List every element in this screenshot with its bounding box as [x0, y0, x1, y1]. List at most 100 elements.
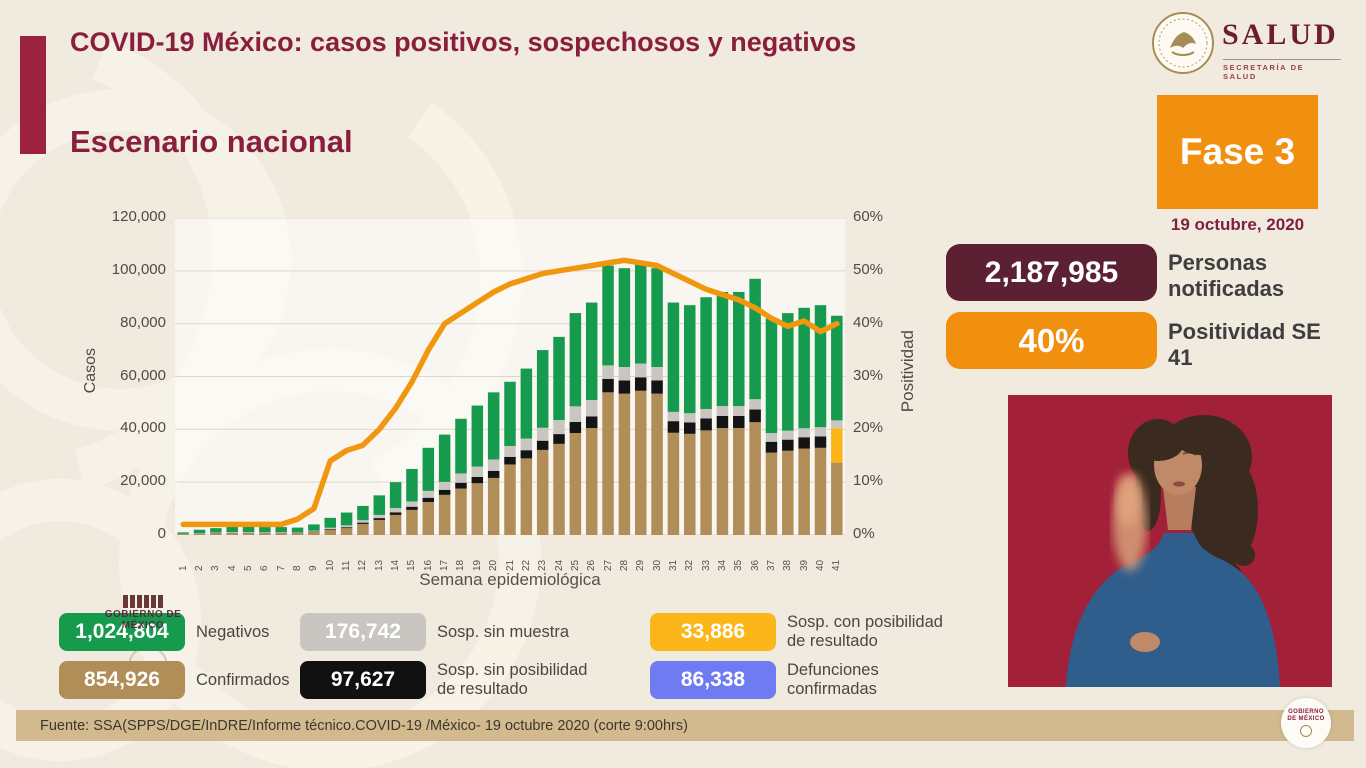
legend-sosp-sin-muestra-value: 176,742 — [300, 613, 426, 651]
bar-segment-week-10 — [324, 527, 336, 530]
bar-segment-week-14 — [389, 512, 402, 515]
salud-subtitle: SECRETARÍA DE SALUD — [1223, 59, 1341, 81]
title-accent-bar — [20, 36, 46, 154]
gobierno-badge-seal-icon — [1300, 725, 1312, 737]
x-axis-tick-week-9: 9 — [308, 565, 320, 571]
bar-segment-week-27 — [602, 392, 614, 535]
x-axis-tick-week-6: 6 — [259, 565, 271, 571]
legend-confirmados-value: 854,926 — [59, 661, 185, 699]
footer-bar — [16, 710, 1354, 741]
legend-confirmados-label: Confirmados — [196, 670, 290, 689]
x-axis-tick-week-3: 3 — [210, 565, 222, 571]
bar-segment-week-15 — [406, 506, 418, 510]
phase-label: Fase 3 — [1179, 131, 1296, 172]
x-axis-tick-week-32: 32 — [684, 559, 696, 571]
x-axis-tick-week-22: 22 — [520, 559, 532, 571]
bar-segment-week-2 — [193, 533, 206, 535]
section-title: Escenario nacional — [70, 124, 353, 159]
bar-segment-week-23 — [536, 440, 549, 450]
bar-segment-week-27 — [602, 378, 614, 393]
bar-segment-week-36 — [749, 399, 761, 410]
bar-segment-week-9 — [308, 531, 320, 535]
y-axis-tick-left: 40,000 — [120, 419, 166, 437]
personas-notificadas-value-box: 2,187,985 — [946, 244, 1157, 301]
bar-segment-week-25 — [569, 313, 582, 407]
salud-wordmark: SALUD — [1222, 18, 1339, 51]
bar-segment-week-6 — [259, 532, 271, 533]
bar-segment-week-3 — [210, 528, 222, 533]
y-axis-tick-left: 120,000 — [111, 208, 166, 225]
gobierno-figures-icon — [98, 595, 188, 608]
bar-segment-week-35 — [733, 406, 745, 416]
bar-segment-week-1 — [177, 534, 189, 535]
bar-segment-week-17 — [438, 434, 451, 482]
x-axis-tick-week-24: 24 — [553, 559, 565, 571]
personas-notificadas-label: Personas notificadas — [1168, 250, 1285, 301]
footer-source: Fuente: SSA(SPPS/DGE/InDRE/Informe técni… — [40, 717, 688, 734]
bar-segment-week-18 — [455, 473, 467, 483]
x-axis-tick-week-20: 20 — [488, 559, 500, 571]
bar-segment-week-29 — [634, 363, 647, 378]
y-axis-tick-right: 50% — [853, 260, 884, 278]
bar-segment-week-41 — [831, 428, 843, 463]
page-title: COVID-19 México: casos positivos, sospec… — [70, 27, 857, 57]
bar-segment-week-28 — [618, 366, 631, 381]
bar-segment-week-13 — [373, 518, 386, 520]
bar-segment-week-30 — [651, 366, 663, 381]
y-axis-tick-left: 60,000 — [120, 366, 166, 384]
bar-segment-week-36 — [749, 422, 761, 535]
y-axis-tick-right: 60% — [853, 208, 884, 225]
y-axis-tick-left: 100,000 — [111, 260, 166, 278]
bar-segment-week-7 — [275, 532, 287, 533]
bar-segment-week-16 — [422, 501, 435, 535]
bar-segment-week-34 — [716, 291, 729, 407]
x-axis-tick-week-40: 40 — [814, 559, 826, 571]
bar-segment-week-30 — [651, 393, 663, 535]
stacked-bar-chart — [175, 218, 845, 535]
bar-segment-week-19 — [471, 466, 484, 477]
bar-segment-week-36 — [749, 409, 761, 423]
bar-segment-week-17 — [438, 494, 451, 535]
bar-segment-week-20 — [487, 459, 500, 471]
bar-segment-week-1 — [177, 532, 189, 534]
x-axis-tick-week-21: 21 — [504, 559, 516, 571]
legend-sosp-sin-posibilidad-value: 97,627 — [300, 661, 426, 699]
legend-sosp-con-posibilidad-label: Sosp. con posibilidad de resultado — [787, 613, 943, 650]
bar-segment-week-19 — [471, 405, 484, 467]
bar-segment-week-14 — [389, 482, 402, 509]
x-axis-tick-week-28: 28 — [618, 559, 630, 571]
bar-segment-week-40 — [814, 436, 827, 448]
x-axis-tick-week-30: 30 — [651, 559, 663, 571]
bar-segment-week-8 — [291, 532, 304, 534]
x-axis-label: Semana epidemiológica — [419, 570, 601, 589]
bar-segment-week-19 — [471, 483, 484, 535]
bar-segment-week-15 — [406, 509, 418, 535]
bar-segment-week-3 — [210, 533, 222, 535]
bar-segment-week-20 — [487, 477, 500, 535]
bar-segment-week-18 — [455, 482, 467, 489]
bar-segment-week-27 — [602, 265, 614, 366]
bar-segment-week-25 — [569, 433, 582, 535]
bar-segment-week-7 — [275, 532, 287, 535]
y-axis-tick-right: 0% — [853, 525, 875, 542]
bar-segment-week-24 — [553, 434, 565, 444]
bar-segment-week-35 — [733, 415, 745, 429]
bar-segment-week-40 — [814, 305, 827, 428]
x-axis-tick-week-26: 26 — [586, 559, 598, 571]
bar-segment-week-11 — [340, 512, 353, 526]
legend-sosp-sin-muestra-label: Sosp. sin muestra — [437, 622, 570, 641]
bar-segment-week-26 — [585, 428, 598, 535]
bar-segment-week-22 — [520, 368, 533, 439]
positividad-label: Positividad SE 41 — [1168, 319, 1321, 370]
bar-segment-week-11 — [340, 528, 353, 535]
bar-segment-week-13 — [373, 495, 386, 515]
x-axis-tick-week-23: 23 — [537, 559, 549, 571]
bar-segment-week-17 — [438, 481, 451, 490]
x-axis-tick-week-11: 11 — [341, 560, 353, 571]
bar-segment-week-19 — [471, 476, 484, 484]
bar-segment-week-12 — [357, 505, 369, 521]
bar-segment-week-9 — [308, 524, 320, 531]
bar-segment-week-16 — [422, 490, 435, 498]
gobierno-watermark-text: GOBIERNO DE MÉXICO — [104, 609, 182, 631]
